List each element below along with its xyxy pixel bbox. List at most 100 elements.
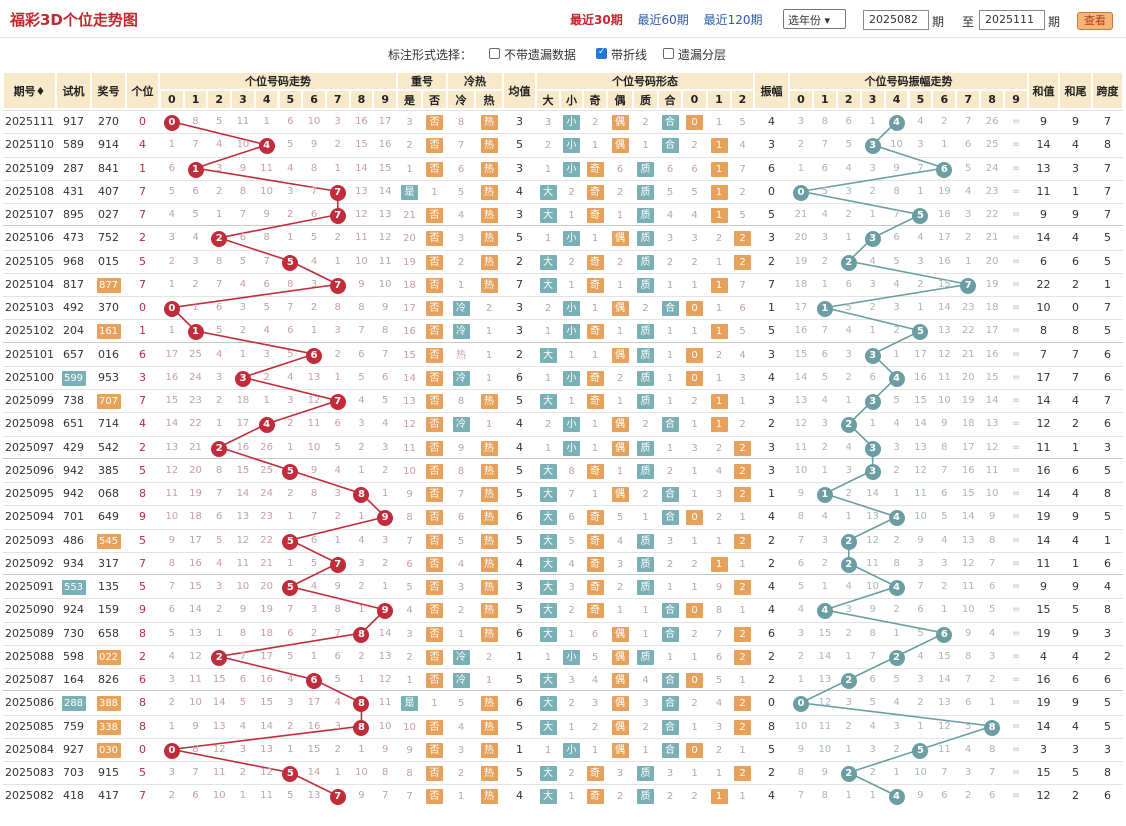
- recent-30-link[interactable]: 最近30期: [570, 13, 623, 27]
- form-cell: 大: [536, 505, 560, 528]
- amp-miss-cell: 10: [818, 743, 832, 755]
- form-cell: 6: [583, 622, 607, 645]
- repeat-no-cell: 否: [422, 226, 447, 249]
- trial-value: 759: [63, 719, 84, 733]
- amp-miss-cell: 2: [869, 302, 876, 313]
- amp-miss-cell: 5: [893, 255, 900, 267]
- trial-value: 703: [63, 766, 84, 779]
- recent-60-link[interactable]: 最近60期: [637, 13, 689, 27]
- year-select[interactable]: 选年份 ▾: [783, 9, 846, 29]
- trend-miss-cell: 8: [216, 255, 223, 267]
- from-issue-input[interactable]: 2025082: [863, 10, 929, 30]
- prize-cell: 022: [91, 645, 126, 668]
- amp-miss-cell: 5: [917, 627, 924, 639]
- form-cell: 偶: [607, 715, 633, 738]
- remainder-cell: 1: [707, 389, 731, 412]
- amp-miss-cell: 15: [937, 278, 951, 290]
- row-separator: [3, 272, 1123, 274]
- cold-cell: 冷: [447, 319, 475, 342]
- value: 6: [568, 512, 575, 524]
- sum-tail-cell: 3: [1072, 161, 1079, 175]
- trend-miss-cell: 4: [310, 255, 318, 267]
- form-cell: 质: [633, 250, 658, 273]
- value: 热: [480, 696, 498, 712]
- value: 21: [403, 210, 416, 221]
- issue-cell: 2025109: [5, 161, 54, 175]
- amp-ball-cell: 6: [932, 622, 956, 645]
- form-cell: 大: [536, 343, 560, 366]
- value: 6: [616, 163, 624, 175]
- trial-value: 942: [63, 463, 84, 477]
- sum-tail-cell: 9: [1072, 510, 1079, 524]
- sum-cell: 13: [1036, 161, 1051, 175]
- form-cell: 合: [658, 412, 682, 435]
- cold-cell: 3: [447, 226, 475, 249]
- remainder-cell: 7: [731, 157, 754, 180]
- amp-miss-cell: 1: [845, 650, 852, 662]
- value: 6: [715, 651, 723, 663]
- amp-miss-cell: 23: [985, 185, 999, 197]
- value: 质: [637, 766, 654, 781]
- unit-digit-cell: 0: [139, 301, 146, 314]
- amplitude-cell: 1: [768, 487, 775, 500]
- missing-layer-checkbox[interactable]: [663, 48, 674, 59]
- unit-digit-cell: 7: [139, 184, 146, 198]
- amp-miss-cell: 10: [794, 464, 808, 476]
- sum-tail-cell: 6: [1072, 254, 1079, 268]
- value: 1: [691, 279, 698, 291]
- trial-cell: 418: [56, 784, 91, 807]
- value: 2: [734, 440, 751, 456]
- remainder-cell: 6: [731, 296, 754, 319]
- amplitude-cell: 2: [768, 417, 775, 431]
- trend-miss-cell: 4: [334, 697, 341, 709]
- cold-cell: 冷: [447, 412, 475, 435]
- trial-cell: 934: [56, 552, 91, 575]
- remainder-cell: 1: [682, 459, 707, 482]
- form-cell: 合: [658, 715, 682, 738]
- form-cell: 小: [560, 226, 583, 249]
- trend-miss-cell: 8: [334, 604, 341, 616]
- amp-miss-cell: =: [1011, 185, 1021, 197]
- amp-miss-cell: 13: [914, 441, 927, 453]
- value: 3: [568, 582, 575, 593]
- prize-value: 068: [98, 487, 119, 500]
- repeat-yes-cell: 2: [397, 133, 422, 156]
- trend-miss-cell: 1: [287, 557, 294, 569]
- no-missing-checkbox[interactable]: [489, 48, 500, 59]
- view-button[interactable]: 查看: [1077, 12, 1113, 30]
- trial-value: 817: [63, 277, 84, 291]
- trend-miss-cell: 2: [334, 139, 341, 151]
- sum-cell: 8: [1040, 324, 1047, 338]
- recent-120-link[interactable]: 最近120期: [703, 13, 763, 27]
- amp-miss-cell: 4: [845, 325, 852, 337]
- amp-miss-cell: =: [1011, 557, 1021, 569]
- value: 1: [431, 698, 438, 710]
- trial-value: 942: [63, 487, 84, 500]
- amp-miss-cell: 8: [988, 534, 996, 546]
- form-cell: 1: [583, 436, 607, 459]
- amp-miss-cell: 14: [866, 488, 879, 499]
- form-cell: 偶: [607, 691, 633, 714]
- prize-cell: 388: [91, 691, 126, 714]
- value: 1: [485, 372, 493, 384]
- amp-miss-cell: 5: [821, 185, 829, 197]
- to-issue-input[interactable]: 2025111: [979, 10, 1045, 30]
- value: 1: [739, 396, 746, 407]
- with-line-checkbox[interactable]: [596, 47, 607, 59]
- trend-miss-cell: 8: [168, 557, 176, 569]
- value: 1: [715, 768, 723, 779]
- amp-miss-cell: 24: [985, 162, 999, 174]
- value: 否: [426, 347, 443, 363]
- trend-miss-cell: 4: [310, 581, 318, 592]
- form-cell: 偶: [607, 110, 633, 133]
- header-avg: 均值: [503, 72, 536, 109]
- cold-cell: 5: [447, 691, 475, 714]
- issue-cell: 2025091: [5, 580, 54, 593]
- value: 冷: [452, 301, 470, 316]
- trend-miss-cell: 3: [358, 418, 365, 430]
- form-cell: 大: [536, 459, 560, 482]
- trend-miss-cell: 10: [236, 139, 250, 151]
- value: 3: [616, 768, 624, 779]
- issue-cell: 2025104: [5, 277, 54, 291]
- value: 1: [642, 628, 649, 640]
